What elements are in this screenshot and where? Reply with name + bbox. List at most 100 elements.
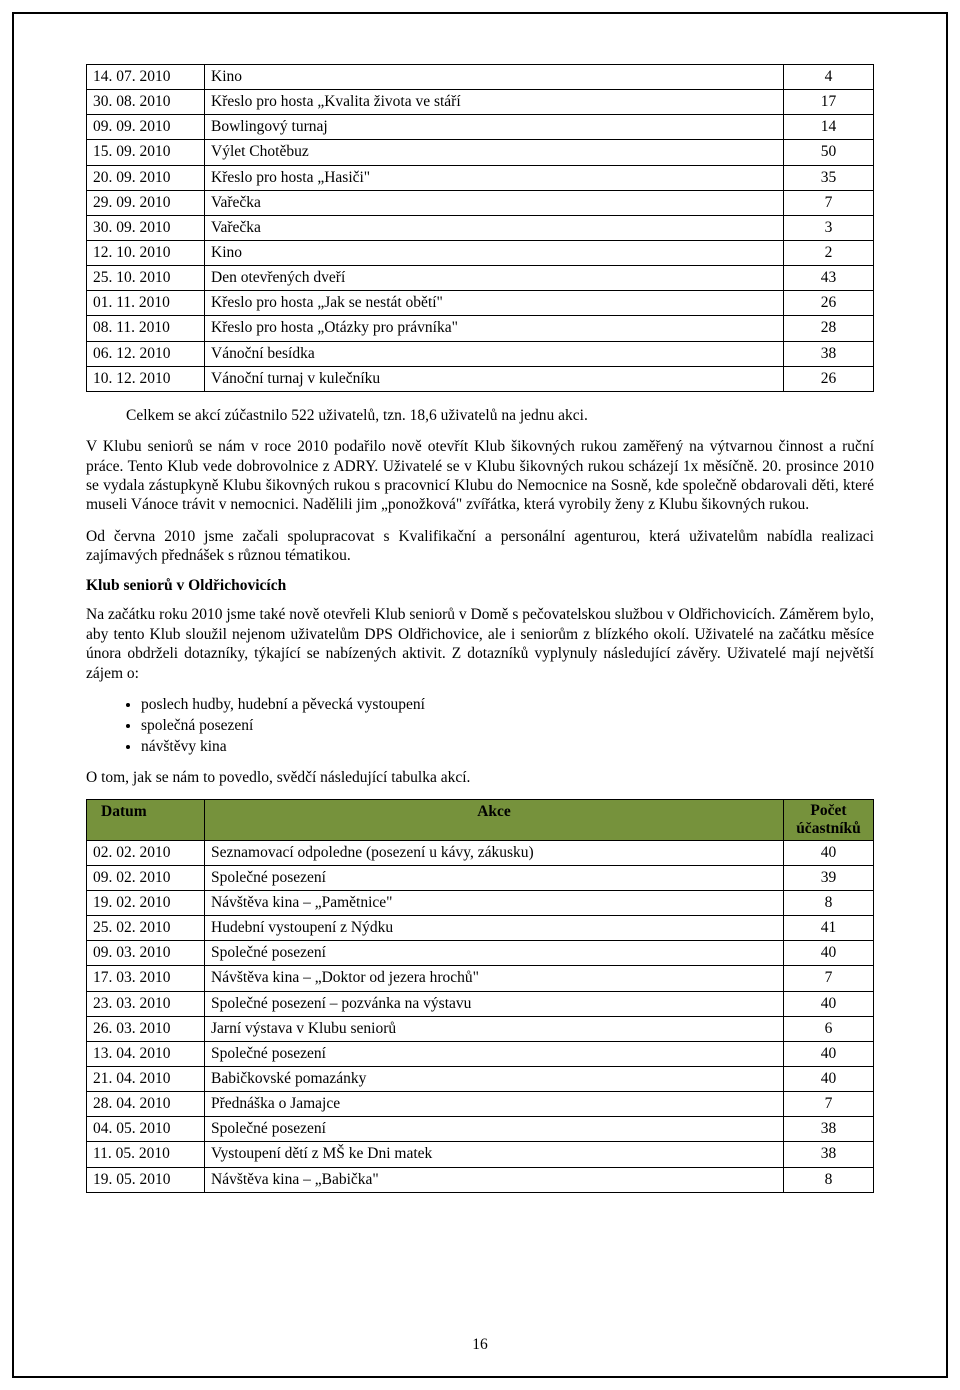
cell-count: 28 [784,316,874,341]
table-row: 30. 09. 2010Vařečka3 [87,215,874,240]
table-row: 06. 12. 2010Vánoční besídka38 [87,341,874,366]
cell-event: Kino [205,65,784,90]
table-row: 19. 05. 2010Návštěva kina – „Babička"8 [87,1167,874,1192]
cell-event: Návštěva kina – „Pamětnice" [205,891,784,916]
cell-count: 41 [784,916,874,941]
cell-count: 26 [784,366,874,391]
cell-event: Přednáška o Jamajce [205,1092,784,1117]
table-row: 30. 08. 2010Křeslo pro hosta „Kvalita ži… [87,90,874,115]
cell-event: Vařečka [205,190,784,215]
cell-count: 39 [784,865,874,890]
cell-date: 11. 05. 2010 [87,1142,205,1167]
cell-date: 28. 04. 2010 [87,1092,205,1117]
cell-event: Křeslo pro hosta „Jak se nestát obětí" [205,291,784,316]
events-table-2: Datum Akce Počet účastníků 02. 02. 2010S… [86,799,874,1193]
cell-event: Společné posezení [205,941,784,966]
table-row: 12. 10. 2010Kino2 [87,240,874,265]
cell-date: 08. 11. 2010 [87,316,205,341]
cell-count: 38 [784,1142,874,1167]
bullet-item: návštěvy kina [141,737,874,758]
cell-event: Den otevřených dveří [205,266,784,291]
cell-count: 7 [784,1092,874,1117]
cell-event: Výlet Chotěbuz [205,140,784,165]
cell-event: Vystoupení dětí z MŠ ke Dni matek [205,1142,784,1167]
cell-event: Křeslo pro hosta „Kvalita života ve stář… [205,90,784,115]
cell-count: 40 [784,1041,874,1066]
table-row: 25. 10. 2010Den otevřených dveří43 [87,266,874,291]
cell-event: Kino [205,240,784,265]
cell-date: 19. 02. 2010 [87,891,205,916]
cell-date: 12. 10. 2010 [87,240,205,265]
cell-event: Společné posezení [205,1041,784,1066]
table-header-row: Datum Akce Počet účastníků [87,800,874,841]
table-row: 09. 09. 2010Bowlingový turnaj14 [87,115,874,140]
cell-count: 40 [784,991,874,1016]
cell-count: 6 [784,1016,874,1041]
cell-date: 19. 05. 2010 [87,1167,205,1192]
cell-event: Společné posezení [205,1117,784,1142]
cell-date: 21. 04. 2010 [87,1066,205,1091]
cell-count: 40 [784,1066,874,1091]
cell-event: Babičkovské pomazánky [205,1066,784,1091]
table-row: 13. 04. 2010Společné posezení40 [87,1041,874,1066]
cell-date: 13. 04. 2010 [87,1041,205,1066]
cell-count: 40 [784,840,874,865]
cell-count: 7 [784,190,874,215]
cell-date: 20. 09. 2010 [87,165,205,190]
header-event: Akce [205,800,784,841]
cell-count: 17 [784,90,874,115]
cell-event: Návštěva kina – „Doktor od jezera hrochů… [205,966,784,991]
table-row: 25. 02. 2010Hudební vystoupení z Nýdku41 [87,916,874,941]
cell-count: 8 [784,891,874,916]
cell-event: Vařečka [205,215,784,240]
cell-event: Vánoční turnaj v kulečníku [205,366,784,391]
cell-date: 10. 12. 2010 [87,366,205,391]
table-row: 17. 03. 2010Návštěva kina – „Doktor od j… [87,966,874,991]
cell-date: 09. 03. 2010 [87,941,205,966]
table-row: 01. 11. 2010Křeslo pro hosta „Jak se nes… [87,291,874,316]
table-row: 09. 03. 2010Společné posezení40 [87,941,874,966]
cell-event: Křeslo pro hosta „Hasiči" [205,165,784,190]
cell-date: 25. 10. 2010 [87,266,205,291]
cell-event: Vánoční besídka [205,341,784,366]
cell-count: 38 [784,341,874,366]
cell-event: Jarní výstava v Klubu seniorů [205,1016,784,1041]
paragraph-klub-sikovnych: V Klubu seniorů se nám v roce 2010 podař… [86,437,874,515]
cell-date: 01. 11. 2010 [87,291,205,316]
bullet-item: poslech hudby, hudební a pěvecká vystoup… [141,695,874,716]
table-row: 14. 07. 2010Kino4 [87,65,874,90]
cell-event: Seznamovací odpoledne (posezení u kávy, … [205,840,784,865]
cell-count: 14 [784,115,874,140]
cell-count: 4 [784,65,874,90]
cell-date: 26. 03. 2010 [87,1016,205,1041]
cell-count: 40 [784,941,874,966]
interest-bullets: poslech hudby, hudební a pěvecká vystoup… [141,695,874,758]
table-row: 08. 11. 2010Křeslo pro hosta „Otázky pro… [87,316,874,341]
cell-date: 30. 08. 2010 [87,90,205,115]
cell-date: 06. 12. 2010 [87,341,205,366]
cell-count: 35 [784,165,874,190]
cell-date: 25. 02. 2010 [87,916,205,941]
cell-count: 8 [784,1167,874,1192]
table-row: 02. 02. 2010Seznamovací odpoledne (posez… [87,840,874,865]
cell-date: 14. 07. 2010 [87,65,205,90]
paragraph-oldrichovice: Na začátku roku 2010 jsme také nově otev… [86,605,874,683]
heading-oldrichovice: Klub seniorů v Oldřichovicích [86,577,874,595]
cell-date: 29. 09. 2010 [87,190,205,215]
cell-count: 3 [784,215,874,240]
table-row: 26. 03. 2010Jarní výstava v Klubu senior… [87,1016,874,1041]
table-row: 29. 09. 2010Vařečka7 [87,190,874,215]
paragraph-agentura: Od června 2010 jsme začali spolupracovat… [86,527,874,566]
cell-event: Křeslo pro hosta „Otázky pro právníka" [205,316,784,341]
paragraph-table-intro: O tom, jak se nám to povedlo, svědčí nás… [86,768,874,787]
cell-count: 38 [784,1117,874,1142]
events-table-1: 14. 07. 2010Kino430. 08. 2010Křeslo pro … [86,64,874,392]
cell-date: 15. 09. 2010 [87,140,205,165]
cell-date: 17. 03. 2010 [87,966,205,991]
cell-date: 09. 09. 2010 [87,115,205,140]
table-row: 15. 09. 2010Výlet Chotěbuz50 [87,140,874,165]
cell-event: Společné posezení [205,865,784,890]
cell-count: 26 [784,291,874,316]
cell-event: Bowlingový turnaj [205,115,784,140]
summary-paragraph: Celkem se akcí zúčastnilo 522 uživatelů,… [126,406,874,425]
